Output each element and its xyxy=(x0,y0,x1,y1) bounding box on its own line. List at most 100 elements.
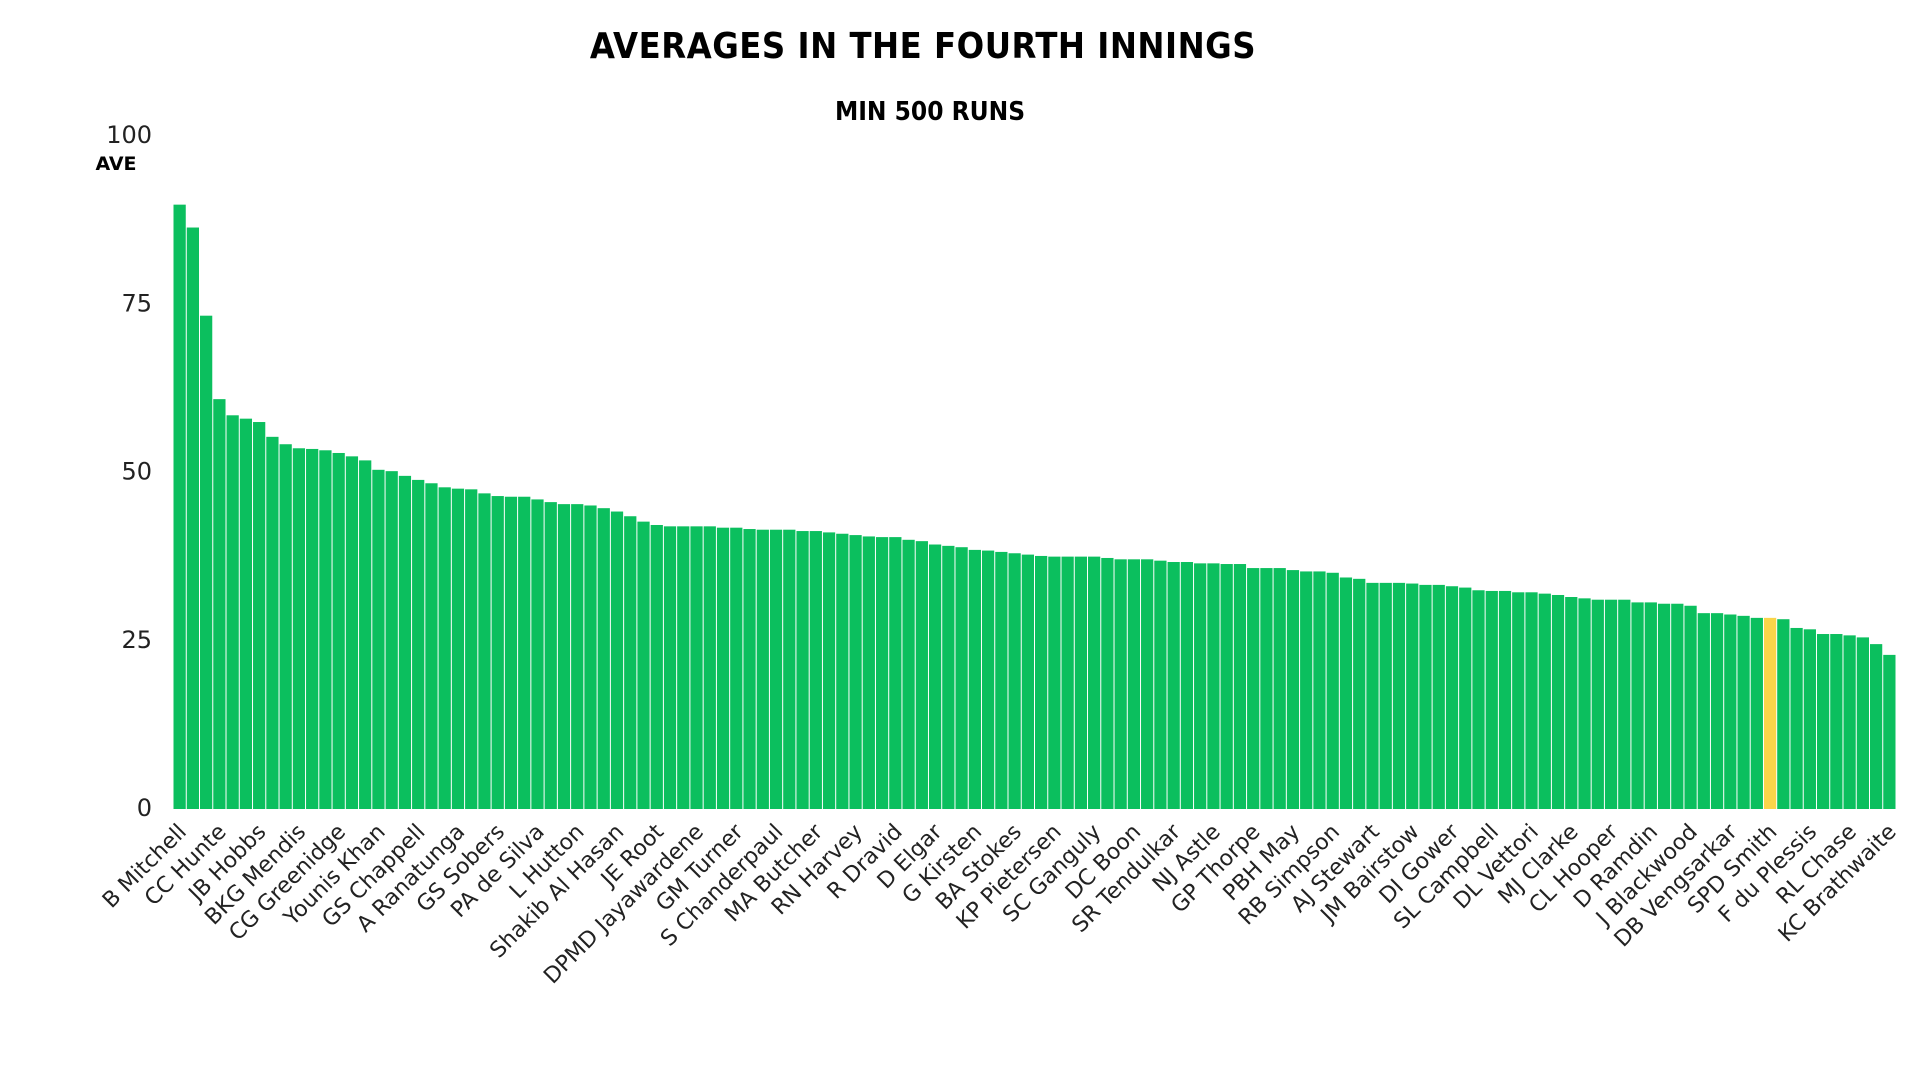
bar xyxy=(1233,564,1247,809)
bar xyxy=(1856,637,1869,809)
bar xyxy=(239,418,253,809)
bar xyxy=(836,533,849,809)
bar xyxy=(995,551,1008,809)
bar xyxy=(1366,582,1379,809)
bar xyxy=(915,541,928,809)
bar xyxy=(1088,556,1101,809)
bar xyxy=(1379,582,1392,809)
bar xyxy=(1167,562,1180,809)
bar xyxy=(253,422,266,809)
bar xyxy=(1843,635,1856,809)
bar xyxy=(1724,614,1737,809)
bar xyxy=(200,315,213,809)
bar xyxy=(875,537,889,809)
bar xyxy=(1101,557,1114,809)
bar xyxy=(1154,560,1167,809)
bar xyxy=(372,469,385,809)
bar xyxy=(1750,617,1763,809)
bar xyxy=(1763,617,1777,809)
bar xyxy=(1061,556,1074,809)
bar xyxy=(1141,559,1154,809)
bar xyxy=(1021,554,1034,809)
bar xyxy=(968,549,981,809)
bar xyxy=(1591,599,1604,809)
bar xyxy=(385,471,398,809)
bar xyxy=(981,550,995,809)
bar xyxy=(412,479,425,809)
bar xyxy=(743,529,756,809)
bar xyxy=(597,508,610,809)
bar xyxy=(1048,556,1061,809)
bar xyxy=(1220,564,1233,809)
y-axis-label: AVE xyxy=(95,153,136,175)
bar xyxy=(955,547,968,809)
bar xyxy=(1697,613,1710,809)
bar xyxy=(319,450,332,809)
bar xyxy=(279,444,292,809)
bar xyxy=(1790,627,1803,809)
bar xyxy=(531,499,544,809)
bar xyxy=(1525,592,1538,809)
bar xyxy=(425,483,438,809)
bar xyxy=(438,487,451,809)
bar xyxy=(1472,590,1485,809)
bar xyxy=(1180,562,1194,809)
bar xyxy=(756,529,769,809)
bar xyxy=(571,504,584,809)
y-tick-label: 0 xyxy=(137,794,152,822)
bar xyxy=(1008,553,1021,809)
bar xyxy=(292,448,306,809)
bar xyxy=(1353,578,1366,809)
bar xyxy=(1631,602,1644,809)
bar xyxy=(1313,571,1326,809)
bar xyxy=(1551,594,1565,809)
bar xyxy=(1260,568,1273,809)
bar xyxy=(809,531,822,809)
bar xyxy=(1326,572,1339,809)
bar xyxy=(1432,584,1445,809)
bar xyxy=(1671,603,1684,809)
bar xyxy=(332,452,345,809)
bar xyxy=(1618,599,1631,809)
bar xyxy=(1127,559,1141,809)
bar xyxy=(703,526,716,809)
bar xyxy=(451,488,465,809)
bar xyxy=(398,475,412,809)
bar xyxy=(1194,563,1207,809)
bar xyxy=(1538,593,1551,809)
bar xyxy=(478,493,491,809)
bar xyxy=(822,532,836,809)
bar xyxy=(716,527,730,809)
bar xyxy=(677,526,690,809)
bar xyxy=(504,496,518,809)
bar xyxy=(610,511,624,809)
bar xyxy=(928,544,942,809)
bar xyxy=(1035,555,1048,809)
bar xyxy=(544,502,557,809)
bar xyxy=(1339,577,1353,809)
bar xyxy=(465,489,478,809)
bar xyxy=(1445,586,1459,809)
bar xyxy=(359,460,372,809)
chart-title: AVERAGES IN THE FOURTH INNINGS xyxy=(590,26,1256,67)
bar xyxy=(1114,559,1127,809)
bar xyxy=(769,529,783,809)
bar xyxy=(1869,644,1883,809)
bar xyxy=(783,529,796,809)
bar xyxy=(1207,563,1220,809)
chart-subtitle: MIN 500 RUNS xyxy=(835,97,1025,127)
y-tick-label: 75 xyxy=(121,289,152,317)
bar xyxy=(1710,613,1724,809)
bar xyxy=(889,537,902,809)
bar xyxy=(1406,583,1419,809)
bar xyxy=(1485,590,1498,809)
bar xyxy=(1392,582,1406,809)
bar xyxy=(226,415,239,809)
bar xyxy=(173,204,186,809)
bar xyxy=(650,524,663,809)
bar xyxy=(849,535,862,809)
bar xyxy=(1578,598,1591,809)
bar xyxy=(1737,615,1750,809)
bar xyxy=(345,456,359,809)
bar xyxy=(1684,605,1697,809)
